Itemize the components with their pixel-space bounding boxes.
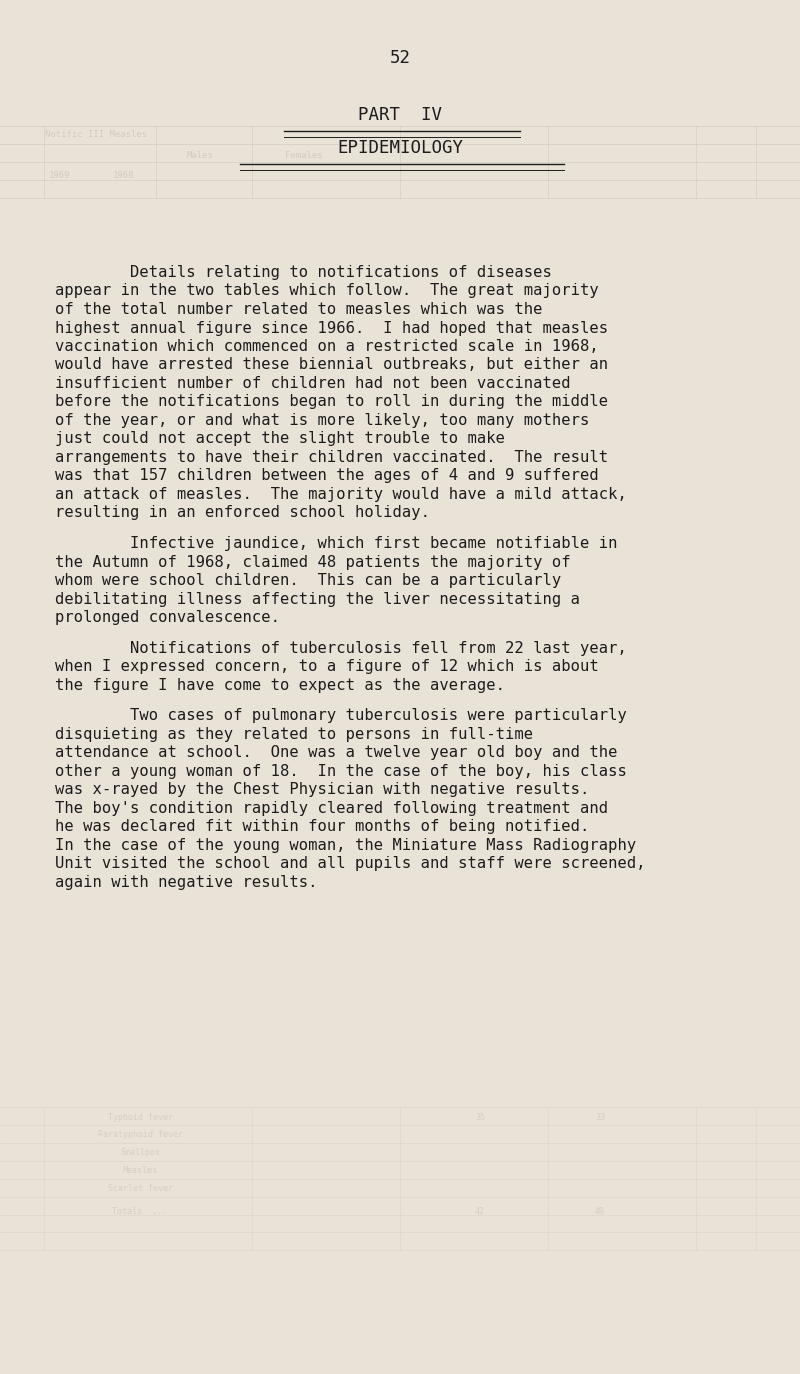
Text: before the notifications began to roll in during the middle: before the notifications began to roll i…	[55, 394, 608, 409]
Text: arrangements to have their children vaccinated.  The result: arrangements to have their children vacc…	[55, 451, 608, 464]
Text: would have arrested these biennial outbreaks, but either an: would have arrested these biennial outbr…	[55, 357, 608, 372]
Text: 1968: 1968	[114, 172, 134, 180]
Text: Notific III Measles: Notific III Measles	[45, 131, 147, 139]
Text: he was declared fit within four months of being notified.: he was declared fit within four months o…	[55, 819, 590, 834]
Text: Totals  ...: Totals ...	[113, 1208, 167, 1216]
Text: Smallpox: Smallpox	[120, 1149, 160, 1157]
Text: PART  IV: PART IV	[358, 106, 442, 125]
Text: the Autumn of 1968, claimed 48 patients the majority of: the Autumn of 1968, claimed 48 patients …	[55, 555, 570, 570]
Text: Unit visited the school and all pupils and staff were screened,: Unit visited the school and all pupils a…	[55, 856, 646, 871]
Text: disquieting as they related to persons in full-time: disquieting as they related to persons i…	[55, 727, 533, 742]
Text: 49: 49	[595, 1208, 605, 1216]
Text: Measles: Measles	[122, 1167, 158, 1175]
Text: just could not accept the slight trouble to make: just could not accept the slight trouble…	[55, 431, 505, 447]
Text: when I expressed concern, to a figure of 12 which is about: when I expressed concern, to a figure of…	[55, 660, 598, 675]
Text: 1969: 1969	[50, 172, 70, 180]
Text: other a young woman of 18.  In the case of the boy, his class: other a young woman of 18. In the case o…	[55, 764, 627, 779]
Text: appear in the two tables which follow.  The great majority: appear in the two tables which follow. T…	[55, 283, 598, 298]
Text: of the total number related to measles which was the: of the total number related to measles w…	[55, 302, 542, 317]
Text: an attack of measles.  The majority would have a mild attack,: an attack of measles. The majority would…	[55, 486, 627, 502]
Text: attendance at school.  One was a twelve year old boy and the: attendance at school. One was a twelve y…	[55, 745, 618, 760]
Text: Two cases of pulmonary tuberculosis were particularly: Two cases of pulmonary tuberculosis were…	[55, 708, 627, 723]
Text: 52: 52	[390, 49, 410, 67]
Text: was x-rayed by the Chest Physician with negative results.: was x-rayed by the Chest Physician with …	[55, 782, 590, 797]
Text: of the year, or and what is more likely, too many mothers: of the year, or and what is more likely,…	[55, 414, 590, 427]
Text: again with negative results.: again with negative results.	[55, 875, 318, 889]
Text: The boy's condition rapidly cleared following treatment and: The boy's condition rapidly cleared foll…	[55, 801, 608, 816]
Text: resulting in an enforced school holiday.: resulting in an enforced school holiday.	[55, 506, 430, 521]
Text: vaccination which commenced on a restricted scale in 1968,: vaccination which commenced on a restric…	[55, 339, 598, 354]
Text: 33: 33	[595, 1113, 605, 1121]
Text: In the case of the young woman, the Miniature Mass Radiography: In the case of the young woman, the Mini…	[55, 838, 636, 853]
Text: prolonged convalescence.: prolonged convalescence.	[55, 610, 280, 625]
Text: whom were school children.  This can be a particularly: whom were school children. This can be a…	[55, 573, 562, 588]
Text: highest annual figure since 1966.  I had hoped that measles: highest annual figure since 1966. I had …	[55, 320, 608, 335]
Text: Females: Females	[285, 151, 323, 159]
Text: insufficient number of children had not been vaccinated: insufficient number of children had not …	[55, 376, 570, 392]
Text: Infective jaundice, which first became notifiable in: Infective jaundice, which first became n…	[55, 536, 618, 551]
Text: 35: 35	[475, 1113, 485, 1121]
Text: Males: Males	[186, 151, 214, 159]
Text: debilitating illness affecting the liver necessitating a: debilitating illness affecting the liver…	[55, 592, 580, 606]
Text: Scarlet fever: Scarlet fever	[107, 1184, 173, 1193]
Text: 42: 42	[475, 1208, 485, 1216]
Text: EPIDEMIOLOGY: EPIDEMIOLOGY	[337, 139, 463, 158]
Text: Notifications of tuberculosis fell from 22 last year,: Notifications of tuberculosis fell from …	[55, 640, 627, 655]
Text: was that 157 children between the ages of 4 and 9 suffered: was that 157 children between the ages o…	[55, 469, 598, 484]
Text: Paratyphoid fever: Paratyphoid fever	[98, 1131, 182, 1139]
Text: Details relating to notifications of diseases: Details relating to notifications of dis…	[55, 265, 552, 280]
Text: Typhoid fever: Typhoid fever	[107, 1113, 173, 1121]
Text: the figure I have come to expect as the average.: the figure I have come to expect as the …	[55, 677, 505, 692]
